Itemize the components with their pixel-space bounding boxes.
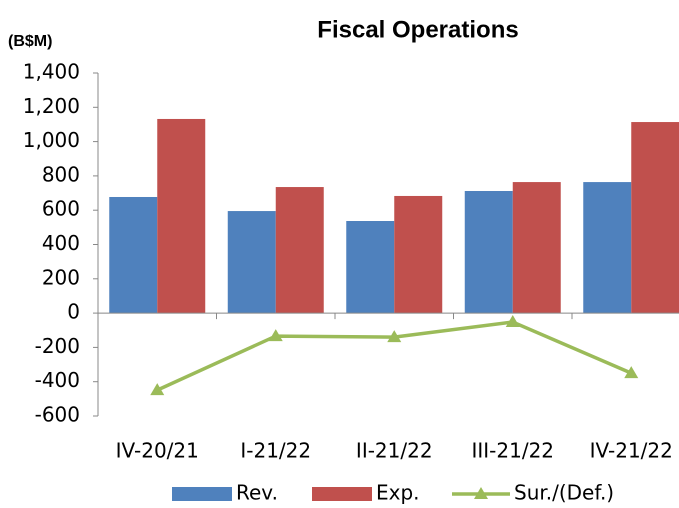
line-marker: [624, 366, 639, 379]
x-tick-label: III-21/22: [471, 439, 554, 463]
bar: [157, 118, 206, 314]
x-tick-label: II-21/22: [356, 439, 433, 463]
x-tick-label: IV-20/21: [116, 439, 199, 463]
y-tick-label: 200: [42, 265, 80, 289]
y-tick-label: 800: [42, 162, 80, 186]
y-tick-label: -200: [35, 334, 80, 358]
y-tick-label: 400: [42, 231, 80, 255]
legend-label: Exp.: [376, 481, 420, 505]
y-axis-label: (B$M): [8, 33, 52, 50]
y-tick-label: -400: [35, 368, 80, 392]
y-tick-label: 1,400: [23, 60, 80, 84]
bar: [109, 196, 158, 314]
bar: [512, 182, 561, 314]
bar: [394, 195, 443, 314]
x-tick-label: I-21/22: [240, 439, 311, 463]
legend-swatch: [172, 487, 232, 501]
line-marker: [387, 330, 402, 343]
legend-label: Rev.: [236, 481, 278, 505]
legend-label: Sur./(Def.): [514, 481, 614, 505]
y-tick-label: 1,000: [23, 128, 80, 152]
bar: [275, 187, 324, 314]
line-marker: [474, 487, 488, 499]
y-tick-label: -600: [35, 403, 80, 427]
x-tick-label: IV-21/22: [590, 439, 673, 463]
bar: [583, 182, 632, 314]
line-marker: [150, 383, 165, 396]
line-marker: [505, 315, 520, 328]
y-tick-label: 600: [42, 197, 80, 221]
bar: [227, 211, 276, 314]
y-tick-label: 0: [67, 300, 80, 324]
bar: [346, 221, 395, 314]
line-marker: [268, 329, 283, 342]
bar: [631, 122, 679, 314]
chart-title: Fiscal Operations: [317, 16, 518, 43]
legend-swatch: [312, 487, 372, 501]
y-tick-label: 1,200: [23, 94, 80, 118]
bar: [464, 190, 513, 314]
